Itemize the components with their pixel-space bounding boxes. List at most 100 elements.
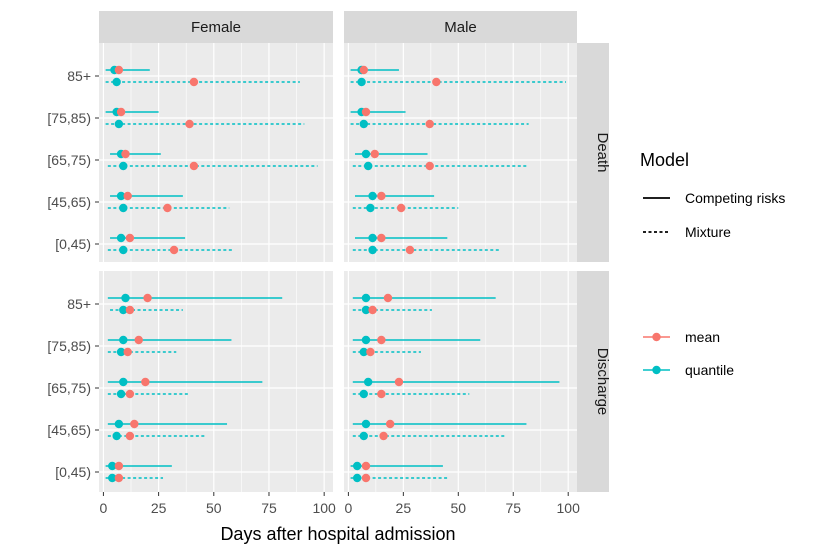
panel-discharge-male [344, 271, 577, 492]
point-mean [359, 65, 368, 75]
point-mean [114, 65, 124, 75]
point-quantile [112, 431, 121, 441]
y-tick-label: [45,65) [47, 422, 91, 438]
point-quantile [361, 293, 371, 303]
y-tick-label: [75,85) [47, 338, 91, 354]
y-tick-label: [65,75) [47, 152, 91, 168]
point-quantile [108, 473, 117, 483]
panel-discharge-female [99, 271, 333, 492]
point-quantile [352, 473, 362, 483]
point-mean [189, 161, 199, 171]
point-quantile [119, 245, 128, 255]
point-mean [125, 305, 135, 315]
point-mean [143, 293, 152, 303]
point-quantile [119, 161, 128, 171]
point-mean [361, 473, 371, 483]
point-mean [361, 107, 371, 117]
point-quantile [116, 389, 126, 399]
point-mean [425, 119, 434, 129]
x-tick-label: 50 [206, 500, 222, 516]
panel-background [99, 43, 333, 262]
point-mean [134, 335, 143, 345]
point-mean [189, 77, 199, 87]
point-mean [114, 473, 124, 483]
row-strip-discharge [577, 271, 609, 492]
point-quantile [119, 335, 128, 345]
point-mean [370, 149, 379, 159]
y-tick-label: [0,45) [55, 464, 91, 480]
legend-label: mean [685, 329, 720, 345]
legend-key-point [652, 365, 661, 375]
row-strip-death [577, 43, 609, 262]
point-quantile [352, 461, 362, 471]
col-strip-female [99, 11, 333, 43]
y-tick-label: [75,85) [47, 110, 91, 126]
point-quantile [359, 389, 368, 399]
point-quantile [361, 305, 371, 315]
col-strip-label: Male [444, 19, 477, 36]
x-tick-label: 0 [100, 500, 108, 516]
point-mean [141, 377, 150, 387]
point-quantile [119, 203, 128, 213]
panel-background [344, 43, 577, 262]
y-tick-label: 85+ [67, 68, 91, 84]
point-mean [169, 245, 179, 255]
point-mean [123, 191, 132, 201]
row-strip-label: Discharge [594, 348, 611, 416]
point-quantile [116, 233, 126, 243]
point-mean [114, 461, 124, 471]
point-quantile [116, 191, 126, 201]
legend-key-point [652, 332, 661, 342]
point-quantile [119, 377, 128, 387]
point-quantile [359, 347, 368, 357]
point-mean [377, 233, 386, 243]
point-quantile [114, 419, 124, 429]
point-mean [125, 431, 135, 441]
point-mean [379, 431, 388, 441]
panel-death-male [344, 43, 577, 262]
point-mean [405, 245, 415, 255]
y-tick-label: 85+ [67, 296, 91, 312]
point-mean [366, 347, 375, 357]
point-mean [116, 107, 126, 117]
y-tick-label: [65,75) [47, 380, 91, 396]
point-mean [385, 419, 395, 429]
y-tick-label: [0,45) [55, 236, 91, 252]
point-mean [185, 119, 194, 129]
point-mean [396, 203, 406, 213]
legend-stat: mean quantile [643, 329, 734, 378]
point-mean [125, 389, 135, 399]
point-quantile [368, 191, 377, 201]
point-quantile [366, 203, 375, 213]
point-quantile [108, 461, 117, 471]
point-quantile [121, 293, 130, 303]
point-mean [130, 419, 139, 429]
x-tick-label: 25 [396, 500, 412, 516]
point-mean [121, 149, 130, 159]
legend-label: Mixture [685, 224, 731, 240]
point-mean [368, 305, 377, 315]
col-strip-label: Female [191, 19, 241, 36]
point-mean [383, 293, 393, 303]
col-strip-male [344, 11, 577, 43]
point-quantile [357, 77, 366, 87]
point-quantile [368, 233, 377, 243]
point-quantile [359, 431, 368, 441]
x-tick-label: 100 [312, 500, 336, 516]
point-quantile [363, 161, 373, 171]
point-quantile [116, 347, 126, 357]
point-mean [377, 389, 386, 399]
point-quantile [112, 77, 121, 87]
point-mean [377, 335, 386, 345]
legend-label: Competing risks [685, 190, 785, 206]
point-quantile [359, 119, 368, 129]
point-mean [361, 461, 371, 471]
point-mean [125, 233, 135, 243]
point-mean [432, 77, 441, 87]
point-mean [377, 191, 386, 201]
x-tick-label: 0 [344, 500, 352, 516]
point-mean [394, 377, 404, 387]
x-tick-label: 50 [451, 500, 467, 516]
panel-death-female [99, 43, 333, 262]
